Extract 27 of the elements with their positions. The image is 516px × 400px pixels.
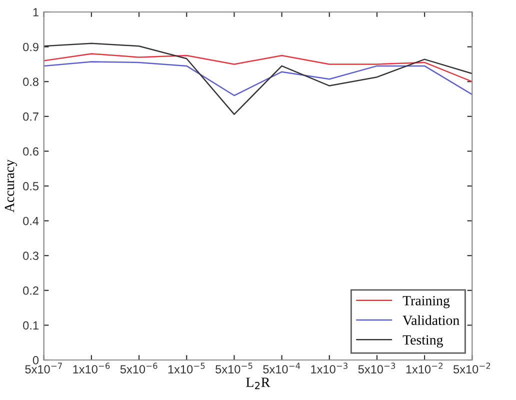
- x-tick-label: 5x10$^{−4}$: [263, 362, 300, 374]
- y-tick-label: 0.5: [23, 182, 39, 190]
- y-tick-label: 0.7: [23, 112, 38, 121]
- y-tick-label: 0.4: [23, 216, 39, 226]
- x-tick-label: 1x10$^{−3}$: [311, 362, 348, 374]
- x-tick-label: 1x10$^{−2}$: [406, 362, 442, 374]
- x-tick-label: 5x10$^{−2}$: [453, 362, 490, 374]
- x-tick-label: 5x10$^{−3}$: [358, 362, 396, 374]
- y-tick-label: 0: [32, 356, 39, 364]
- x-tick-label: 5x10$^{−6}$: [120, 362, 158, 374]
- y-axis-title: Accuracy: [4, 159, 18, 212]
- legend-label: Training: [402, 296, 450, 308]
- x-axis-title: L$_{2}$R: [246, 378, 270, 390]
- y-tick-label: 0.3: [23, 252, 38, 260]
- legend-label: Testing: [402, 335, 443, 348]
- x-tick-label: 1x10$^{−6}$: [73, 362, 110, 374]
- y-tick-label: 0.2: [23, 286, 38, 295]
- y-tick-label: 0.1: [23, 321, 38, 330]
- line-series: [44, 53, 472, 82]
- x-tick-label: 1x10$^{−5}$: [168, 362, 205, 374]
- x-tick-label: 5x10$^{−5}$: [216, 362, 252, 374]
- y-tick-label: 0.6: [23, 147, 38, 156]
- line-series: [44, 61, 472, 96]
- y-tick-label: 0.8: [23, 78, 38, 86]
- legend-label: Validation: [402, 315, 460, 326]
- y-tick-label: 0.9: [23, 42, 38, 52]
- y-tick-label: 1: [33, 8, 38, 16]
